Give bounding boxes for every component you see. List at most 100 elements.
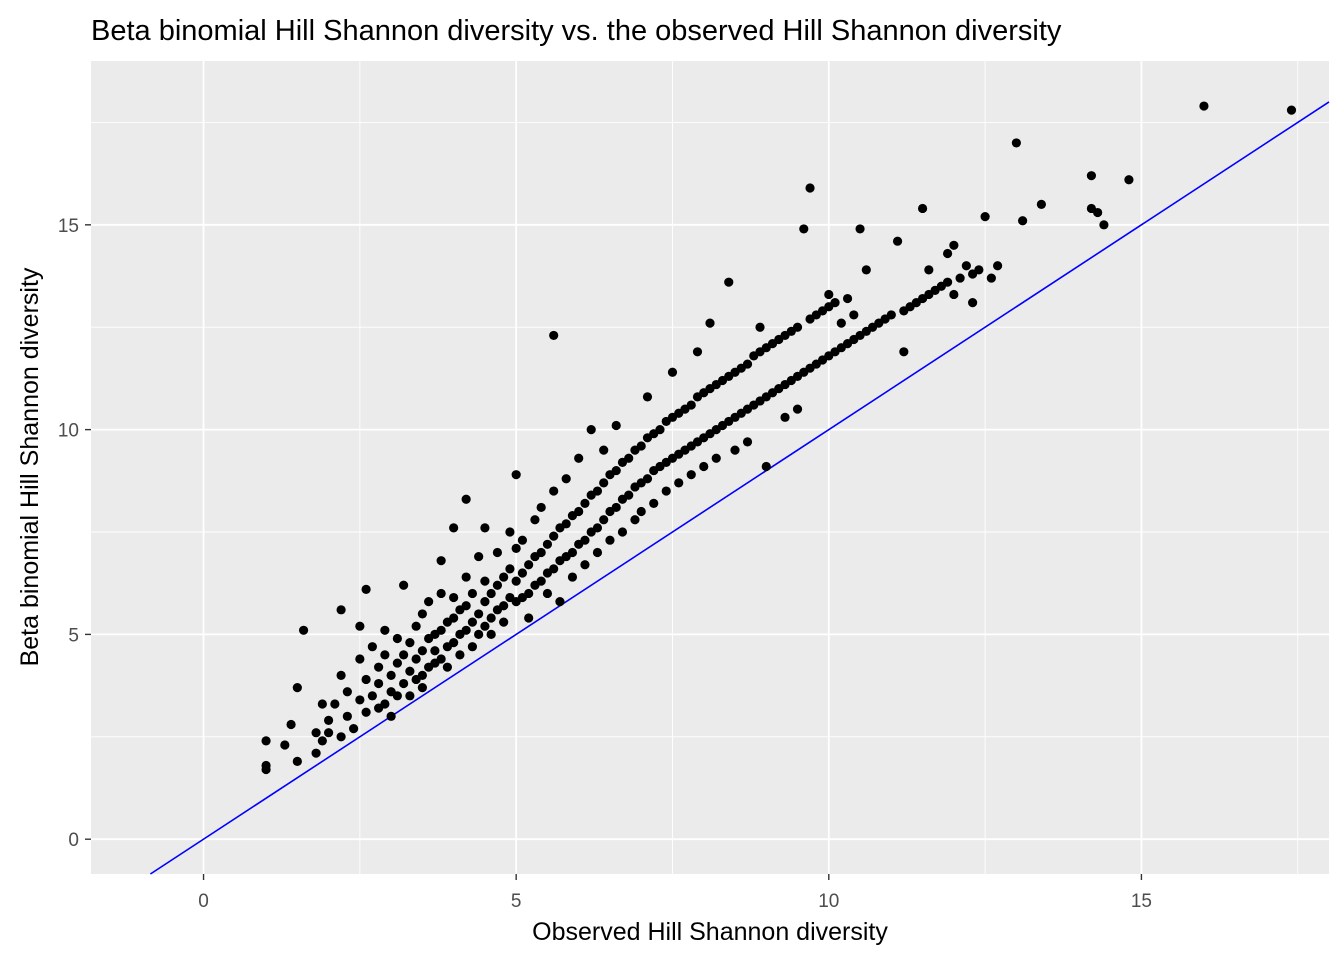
y-axis-ticks: 0 5 10 15 — [58, 216, 91, 851]
data-point — [355, 621, 365, 631]
x-axis-ticks: 0 5 10 15 — [198, 874, 1152, 912]
x-tick-label: 0 — [198, 891, 209, 912]
data-point — [411, 654, 421, 664]
data-point — [968, 298, 978, 308]
data-point — [655, 425, 665, 435]
data-point — [1086, 171, 1097, 181]
grid-minor-lines — [91, 61, 1329, 874]
data-point — [374, 662, 384, 672]
data-point — [461, 601, 471, 611]
data-point — [492, 580, 503, 590]
data-point — [549, 330, 559, 341]
data-point — [436, 625, 446, 635]
data-point — [780, 412, 790, 422]
data-point — [280, 740, 290, 750]
data-point — [292, 683, 302, 693]
data-point — [611, 420, 621, 431]
data-point — [592, 523, 603, 533]
data-point — [511, 470, 521, 480]
data-point — [417, 683, 427, 693]
data-point — [611, 502, 621, 513]
data-point — [742, 359, 753, 369]
data-point — [361, 584, 371, 594]
data-point — [330, 699, 340, 709]
data-point — [430, 646, 440, 656]
data-point — [993, 261, 1003, 271]
data-point — [980, 212, 990, 222]
chart-title: Beta binomial Hill Shannon diversity vs.… — [91, 15, 1062, 47]
data-point — [261, 760, 271, 771]
data-point — [661, 486, 671, 496]
data-point — [336, 670, 346, 680]
data-point — [399, 650, 409, 660]
x-tick-label: 10 — [818, 891, 839, 912]
data-point — [1093, 207, 1103, 218]
data-point — [636, 441, 646, 451]
data-point — [649, 498, 659, 508]
data-point — [392, 658, 402, 668]
data-point — [417, 646, 427, 656]
data-point — [674, 478, 684, 488]
data-point — [942, 277, 953, 287]
data-point — [530, 515, 540, 525]
data-point — [505, 564, 515, 574]
plot-panel — [91, 61, 1329, 874]
data-point — [355, 654, 365, 664]
data-point — [580, 535, 590, 545]
data-point — [480, 621, 490, 631]
data-point — [630, 515, 640, 525]
data-point — [1099, 220, 1109, 230]
data-point — [536, 576, 546, 586]
data-point — [561, 519, 571, 529]
data-point — [467, 642, 478, 652]
data-point — [311, 748, 321, 758]
data-point — [1018, 216, 1028, 226]
data-point — [567, 547, 578, 558]
data-point — [298, 625, 309, 635]
data-point — [399, 580, 409, 590]
data-point — [555, 597, 565, 607]
data-point — [842, 293, 853, 304]
y-tick-label: 5 — [68, 625, 79, 646]
data-point — [349, 724, 359, 734]
data-point — [986, 273, 996, 283]
data-point — [392, 633, 402, 644]
data-point — [561, 474, 571, 484]
data-point — [692, 347, 703, 357]
data-point — [536, 547, 546, 558]
data-point — [799, 224, 809, 234]
data-point — [955, 273, 965, 283]
data-point — [261, 736, 271, 746]
data-point — [436, 654, 446, 664]
y-tick-label: 0 — [68, 830, 79, 851]
data-point — [699, 461, 709, 472]
data-point — [1124, 175, 1134, 185]
data-point — [449, 637, 459, 648]
data-point — [580, 498, 590, 508]
data-point — [286, 719, 296, 730]
data-point — [399, 678, 409, 689]
data-point — [824, 289, 834, 300]
data-point — [511, 543, 521, 553]
y-tick-label: 15 — [58, 216, 79, 237]
data-point — [442, 662, 452, 672]
data-point — [405, 666, 415, 676]
data-point — [380, 699, 390, 709]
data-point — [549, 486, 559, 496]
data-point — [667, 367, 678, 377]
data-point — [405, 637, 415, 648]
data-point — [830, 298, 840, 308]
data-point — [961, 261, 971, 271]
data-point — [361, 707, 371, 717]
data-point — [899, 347, 909, 357]
data-point — [861, 265, 871, 275]
data-point — [542, 539, 553, 549]
data-point — [486, 629, 496, 640]
data-point — [380, 650, 390, 660]
data-point — [317, 699, 327, 709]
data-point — [949, 240, 959, 250]
data-point — [517, 535, 528, 545]
data-point — [474, 629, 484, 640]
data-point — [855, 224, 865, 234]
